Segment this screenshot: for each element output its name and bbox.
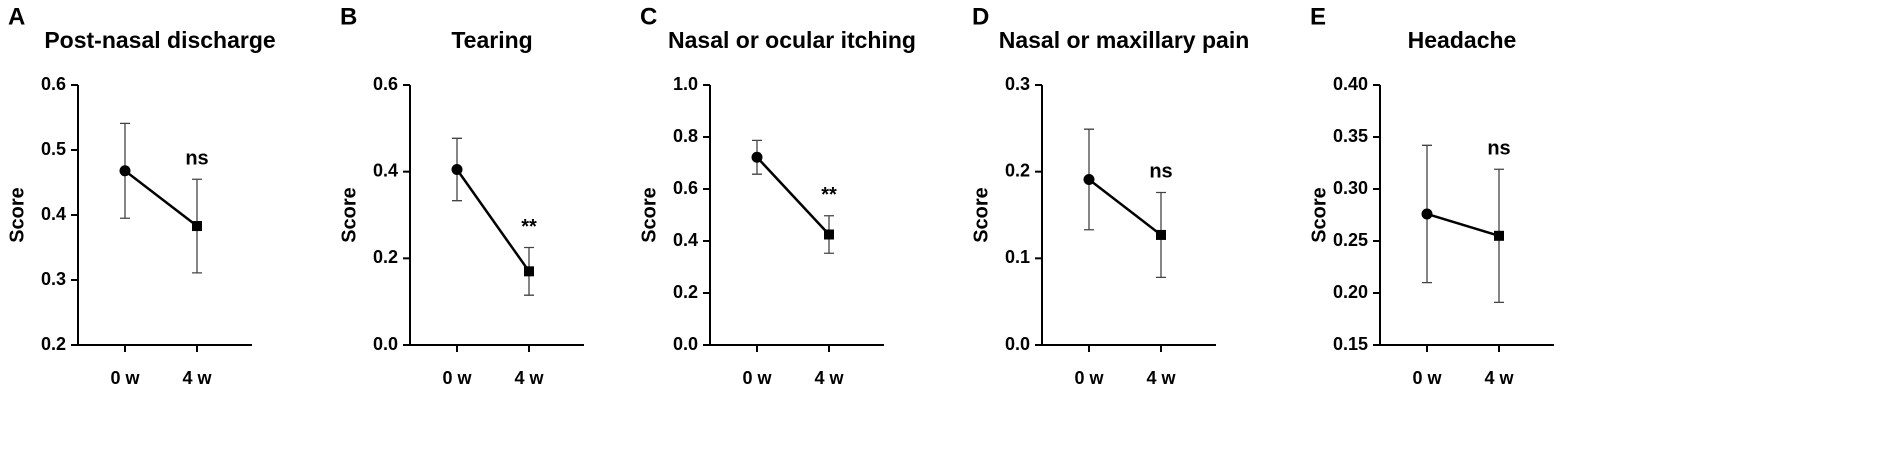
significance-annotation: ns bbox=[1487, 138, 1510, 160]
panel-label: B bbox=[340, 3, 357, 30]
y-tick-label: 0.2 bbox=[1005, 160, 1030, 180]
y-tick-label: 0.4 bbox=[41, 204, 66, 224]
marker bbox=[192, 221, 202, 232]
data-line bbox=[124, 169, 198, 228]
x-tick-label: 4 w bbox=[514, 368, 544, 388]
panel-label: E bbox=[1310, 3, 1326, 30]
marker bbox=[451, 164, 463, 175]
data-line bbox=[1426, 212, 1500, 237]
y-tick-label: 0.35 bbox=[1333, 126, 1368, 146]
x-tick-label: 4 w bbox=[814, 368, 844, 388]
y-tick-label: 0.30 bbox=[1333, 178, 1368, 198]
x-tick-label: 0 w bbox=[1074, 368, 1104, 388]
significance-annotation: ** bbox=[821, 184, 837, 206]
panel: B Tearing Score 0.0 0.2 0.4 0.6 0 w 4 w ** bbox=[338, 3, 584, 388]
panel-label: C bbox=[640, 3, 657, 30]
y-tick-label: 0.2 bbox=[373, 247, 398, 267]
marker bbox=[1083, 173, 1095, 185]
x-tick-label: 4 w bbox=[182, 368, 212, 388]
y-tick-label: 0.5 bbox=[41, 139, 66, 159]
y-tick-label: 0.6 bbox=[373, 74, 398, 94]
x-tick-label: 0 w bbox=[442, 368, 472, 388]
x-tick-label: 0 w bbox=[1412, 368, 1442, 388]
y-tick-label: 0.40 bbox=[1333, 74, 1368, 94]
data-line bbox=[455, 168, 531, 273]
y-tick-label: 0.0 bbox=[673, 334, 698, 354]
data-line bbox=[1088, 178, 1162, 236]
marker bbox=[824, 229, 834, 240]
chart-title: Post-nasal discharge bbox=[44, 27, 275, 53]
y-axis-label: Score bbox=[638, 187, 660, 243]
significance-annotation: ** bbox=[521, 216, 537, 238]
y-tick-label: 0.2 bbox=[673, 282, 698, 302]
x-tick-label: 0 w bbox=[110, 368, 140, 388]
panel: E Headache Score 0.15 0.20 0.25 0.30 0.35 0.40 0 … bbox=[1308, 3, 1554, 388]
y-tick-label: 0.15 bbox=[1333, 334, 1368, 354]
chart-title: Tearing bbox=[451, 27, 532, 53]
y-tick-label: 0.8 bbox=[673, 126, 698, 146]
y-tick-label: 0.0 bbox=[373, 334, 398, 354]
chart-title: Headache bbox=[1408, 27, 1517, 53]
y-axis-label: Score bbox=[1308, 187, 1330, 243]
y-tick-label: 0.25 bbox=[1333, 230, 1368, 250]
y-tick-label: 0.0 bbox=[1005, 334, 1030, 354]
y-tick-label: 0.6 bbox=[41, 74, 66, 94]
panel: C Nasal or ocular itching Score 0.0 0.2 0.4 0.… bbox=[638, 3, 916, 387]
marker bbox=[1421, 208, 1433, 220]
x-tick-label: 4 w bbox=[1484, 368, 1514, 388]
marker bbox=[751, 151, 763, 163]
significance-annotation: ns bbox=[1149, 161, 1172, 183]
chart-title: Nasal or ocular itching bbox=[668, 27, 916, 53]
data-line bbox=[756, 156, 830, 236]
significance-annotation: ns bbox=[185, 148, 208, 170]
x-tick-label: 0 w bbox=[742, 368, 772, 388]
chart-title: Nasal or maxillary pain bbox=[999, 27, 1250, 53]
marker bbox=[524, 266, 534, 277]
marker bbox=[119, 165, 131, 177]
panel-label: D bbox=[972, 3, 989, 30]
y-tick-label: 1.0 bbox=[673, 74, 698, 94]
y-tick-label: 0.20 bbox=[1333, 282, 1368, 302]
y-axis-label: Score bbox=[970, 187, 992, 243]
y-tick-label: 0.1 bbox=[1005, 247, 1030, 267]
panel-label: A bbox=[8, 3, 25, 30]
y-axis-label: Score bbox=[6, 187, 28, 243]
panel: D Nasal or maxillary pain Score 0.0 0.1 0.2 0.… bbox=[970, 3, 1249, 387]
y-tick-label: 0.4 bbox=[373, 160, 398, 180]
y-tick-label: 0.3 bbox=[41, 269, 66, 289]
y-tick-label: 0.4 bbox=[673, 230, 698, 250]
marker bbox=[1494, 230, 1504, 241]
marker bbox=[1156, 229, 1166, 240]
x-tick-label: 4 w bbox=[1146, 368, 1176, 388]
y-tick-label: 0.2 bbox=[41, 334, 66, 354]
y-tick-label: 0.6 bbox=[673, 178, 698, 198]
y-axis-label: Score bbox=[338, 187, 360, 243]
panel: A Post-nasal discharge Score 0.2 0.3 0.4 0.5 0.… bbox=[6, 3, 275, 387]
y-tick-label: 0.3 bbox=[1005, 74, 1030, 94]
